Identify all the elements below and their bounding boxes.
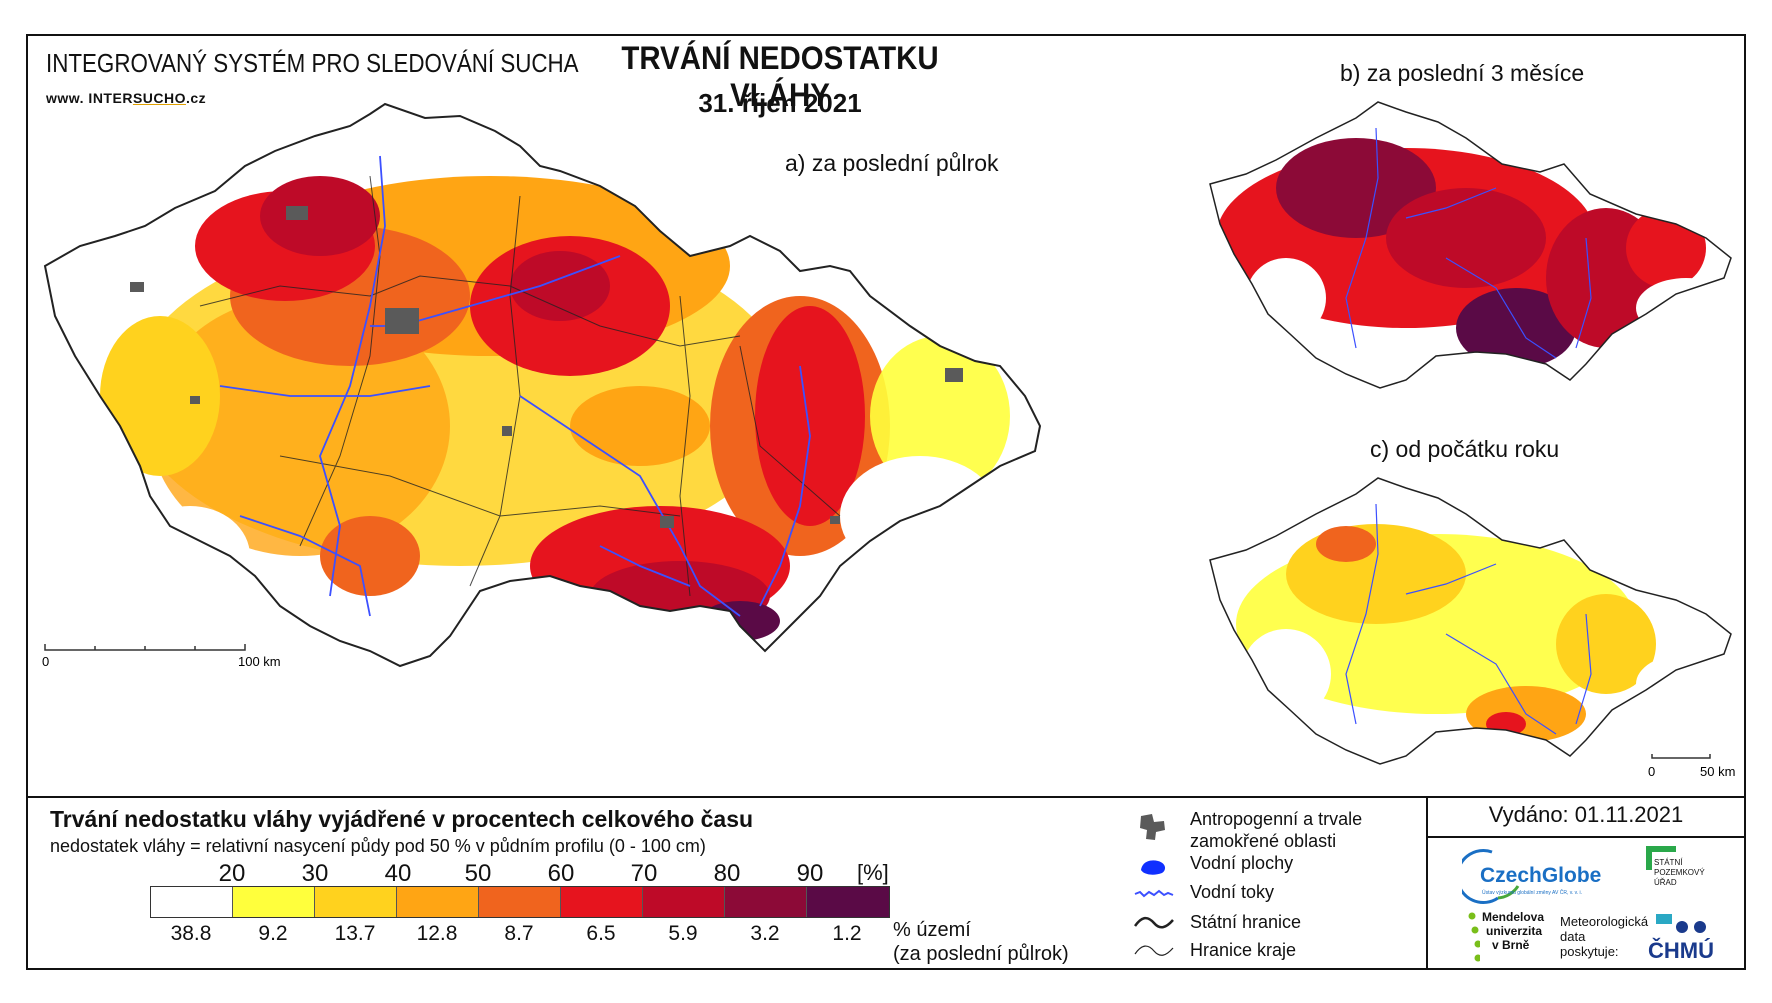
legend-tick: 20 bbox=[218, 860, 246, 887]
legend-area bbox=[26, 796, 1746, 972]
legend-subtitle: nedostatek vláhy = relativní nasycení pů… bbox=[50, 836, 706, 856]
legend-class-swatch bbox=[807, 887, 889, 917]
legend-class-swatch bbox=[233, 887, 315, 917]
legend-percent: 13.7 bbox=[334, 922, 376, 945]
chmu-logo: ČHMÚ bbox=[1648, 912, 1728, 966]
legend-tick: 50 bbox=[464, 860, 492, 887]
key-water-bodies-label: Vodní plochy bbox=[1190, 853, 1294, 873]
percent-note: % území (za poslední půlrok) bbox=[893, 919, 1069, 965]
region-border-icon bbox=[1134, 945, 1174, 956]
key-rivers-label: Vodní toky bbox=[1190, 882, 1275, 902]
system-title: INTEGROVANÝ SYSTÉM PRO SLEDOVÁNÍ SUCHA bbox=[46, 48, 579, 78]
legend-divider bbox=[1426, 796, 1428, 970]
river-icon bbox=[1134, 889, 1174, 898]
key-state-border-label: Státní hranice bbox=[1190, 912, 1302, 932]
main-scale-end: 100 km bbox=[238, 654, 281, 669]
legend-color-bar bbox=[150, 886, 890, 918]
legend-class-swatch bbox=[397, 887, 479, 917]
legend-tick: 90 bbox=[796, 860, 824, 887]
map-frame bbox=[26, 34, 1746, 970]
small-scale-zero: 0 bbox=[1648, 764, 1655, 779]
mendelu-logo: Mendelova univerzita v Brně bbox=[1466, 910, 1566, 966]
legend-tick: 60 bbox=[547, 860, 575, 887]
map-date: 31. říjen 2021 bbox=[698, 88, 862, 118]
legend-class-swatch bbox=[561, 887, 643, 917]
panel-a-label: a) za poslední půlrok bbox=[785, 150, 999, 176]
map-since-year-start: 0 50 km bbox=[1209, 477, 1735, 779]
meteo-data-label: Meteorologická data poskytuje: bbox=[1560, 914, 1649, 959]
legend-class-swatch bbox=[315, 887, 397, 917]
legend-percent: 9.2 bbox=[258, 922, 288, 945]
czechglobe-logo: CzechGlobe Ústav výzkumu globální změny … bbox=[1462, 846, 1612, 908]
legend-tick: 30 bbox=[301, 860, 329, 887]
legend-tick: 40 bbox=[384, 860, 412, 887]
legend-class-swatch bbox=[643, 887, 725, 917]
website-url[interactable]: www. INTERSUCHO.cz bbox=[46, 90, 207, 106]
key-region-border-label: Hranice kraje bbox=[1190, 940, 1297, 960]
panel-b-label: b) za poslední 3 měsíce bbox=[1340, 60, 1585, 86]
legend-class-swatch bbox=[725, 887, 807, 917]
urban-area-icon bbox=[1140, 814, 1165, 840]
legend-percent: 5.9 bbox=[668, 922, 698, 945]
legend-class-swatch bbox=[151, 887, 233, 917]
main-map-half-year: 0 100 km bbox=[42, 102, 1042, 669]
main-title: TRVÁNÍ NEDOSTATKU VLÁHY bbox=[621, 40, 939, 113]
water-body-icon bbox=[1141, 860, 1166, 875]
issued-divider bbox=[1426, 836, 1746, 838]
legend-unit: [%] bbox=[857, 860, 889, 885]
legend-tick: 80 bbox=[713, 860, 741, 887]
legend-percent: 38.8 bbox=[170, 922, 212, 945]
main-scale-zero: 0 bbox=[42, 654, 49, 669]
legend-class-swatch bbox=[479, 887, 561, 917]
legend-percent: 1.2 bbox=[832, 922, 862, 945]
map-last-3-months bbox=[1209, 101, 1732, 389]
state-border-icon bbox=[1134, 916, 1174, 929]
legend-title: Trvání nedostatku vláhy vyjádřené v proc… bbox=[50, 806, 754, 832]
legend-tick: 70 bbox=[630, 860, 658, 887]
small-scale-end: 50 km bbox=[1700, 764, 1735, 779]
legend-percent: 8.7 bbox=[504, 922, 534, 945]
issued-date: Vydáno: 01.11.2021 bbox=[1488, 802, 1684, 827]
legend-percent: 12.8 bbox=[416, 922, 458, 945]
key-urban-label: Antropogenní a trvale zamokřené oblasti bbox=[1190, 809, 1363, 851]
legend-percent: 6.5 bbox=[586, 922, 616, 945]
panel-c-label: c) od počátku roku bbox=[1370, 436, 1560, 462]
legend-percent: 3.2 bbox=[750, 922, 780, 945]
spu-logo: STÁTNÍ POZEMKOVÝ ÚŘAD bbox=[1646, 846, 1726, 902]
